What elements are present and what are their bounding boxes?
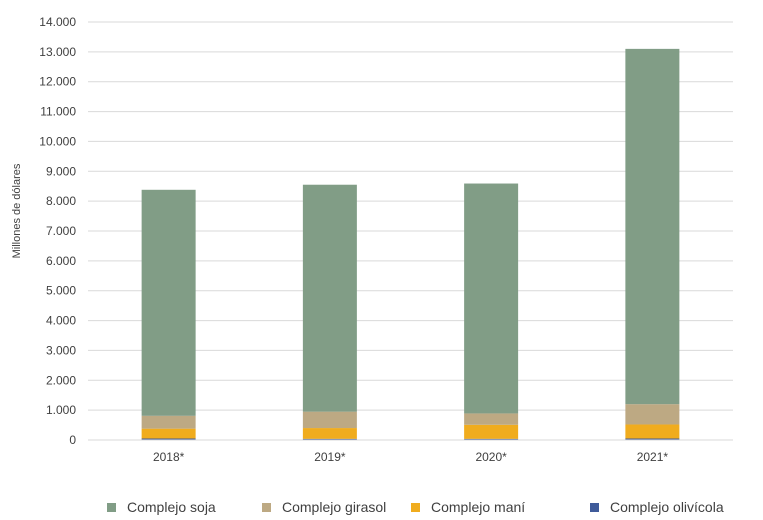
y-tick-label: 6.000 — [46, 254, 76, 268]
y-tick-label: 5.000 — [46, 284, 76, 298]
x-tick-label: 2019* — [314, 450, 346, 464]
bar-segment — [141, 189, 196, 416]
bar-segment — [302, 438, 357, 440]
y-tick-label: 12.000 — [39, 75, 76, 89]
y-tick-label: 7.000 — [46, 224, 76, 238]
y-tick-label: 2.000 — [46, 373, 76, 387]
bar-segment — [141, 428, 196, 439]
bar-segment — [464, 413, 519, 425]
bar-segment — [625, 424, 680, 439]
legend-swatch — [107, 503, 116, 512]
y-tick-label: 10.000 — [39, 134, 76, 148]
bar-segment — [302, 411, 357, 429]
legend-swatch — [262, 503, 271, 512]
x-tick-label: 2020* — [475, 450, 507, 464]
y-axis-title: Millones de dólares — [11, 163, 23, 258]
y-tick-label: 3.000 — [46, 343, 76, 357]
bar-segment — [464, 424, 519, 439]
y-tick-label: 11.000 — [40, 105, 76, 119]
y-tick-label: 8.000 — [46, 194, 76, 208]
x-tick-label: 2021* — [637, 450, 669, 464]
legend-label: Complejo soja — [127, 499, 216, 515]
x-tick-label: 2018* — [153, 450, 185, 464]
bar-segment — [141, 438, 196, 440]
y-tick-label: 0 — [69, 433, 76, 447]
y-tick-label: 9.000 — [46, 164, 76, 178]
y-tick-label: 1.000 — [46, 403, 76, 417]
bar-segment — [625, 404, 680, 425]
bars — [141, 48, 680, 440]
legend-swatch — [590, 503, 599, 512]
bar-segment — [302, 184, 357, 412]
legend-label: Complejo olivícola — [610, 499, 724, 515]
y-tick-label: 14.000 — [39, 15, 76, 29]
bar-segment — [141, 415, 196, 429]
legend-label: Complejo girasol — [282, 499, 386, 515]
bar-segment — [625, 438, 680, 440]
legend-swatch — [411, 503, 420, 512]
legend-label: Complejo maní — [431, 499, 525, 515]
bar-segment — [464, 438, 519, 440]
bar-segment — [625, 48, 680, 405]
bar-segment — [464, 183, 519, 414]
bar-segment — [302, 428, 357, 439]
x-axis-tick-labels: 2018* 2019* 2020* 2021* — [153, 450, 668, 464]
y-tick-label: 13.000 — [39, 45, 76, 59]
y-axis-tick-labels: 0 1.000 2.000 3.000 4.000 5.000 6.000 7.000 8.00… — [39, 15, 76, 447]
legend: Complejo soja Complejo girasol Complejo ma… — [107, 499, 724, 515]
y-tick-label: 4.000 — [46, 314, 76, 328]
